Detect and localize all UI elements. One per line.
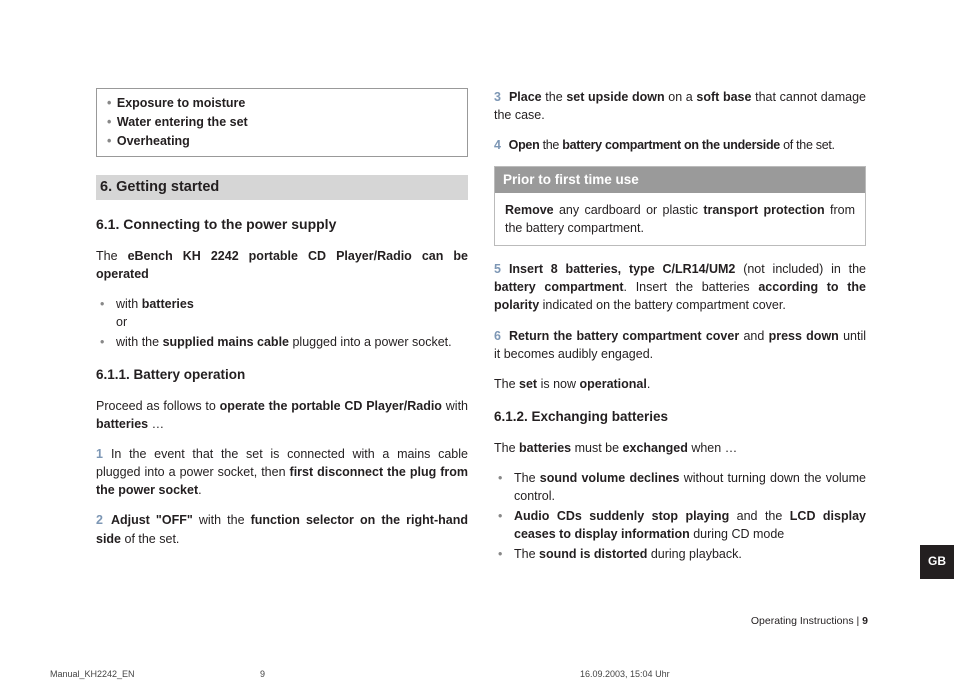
- language-tab: GB: [920, 545, 954, 579]
- section-heading: 6. Getting started: [96, 175, 468, 200]
- callout-body: Remove any cardboard or plastic transpor…: [495, 193, 865, 245]
- subsection-heading: 6.1. Connecting to the power supply: [96, 214, 468, 234]
- step-number: 1: [96, 447, 103, 461]
- step: 2Adjust "OFF" with the function selector…: [96, 511, 468, 547]
- list-item: Audio CDs suddenly stop playing and the …: [494, 507, 866, 543]
- warn-item: Exposure to moisture: [117, 96, 246, 110]
- step: 1In the event that the set is connected …: [96, 445, 468, 499]
- page-footer-right: Operating Instructions | 9: [751, 614, 868, 629]
- step-number: 4: [494, 138, 501, 152]
- subsection-heading: 6.1.1. Battery operation: [96, 365, 468, 385]
- right-column: 3Place the set upside down on a soft bas…: [494, 88, 866, 575]
- step-number: 6: [494, 329, 501, 343]
- left-column: • Exposure to moisture • Water entering …: [96, 88, 468, 575]
- step: 4Open the battery compartment on the und…: [494, 136, 866, 154]
- footer-page: 9: [260, 668, 580, 681]
- list-item: The sound volume declines without turnin…: [494, 469, 866, 505]
- page-footer-bottom: Manual_KH2242_EN 9 16.09.2003, 15:04 Uhr: [50, 668, 904, 681]
- callout-box: Prior to first time use Remove any cardb…: [494, 166, 866, 246]
- bullet-list: with batteriesor with the supplied mains…: [96, 295, 468, 351]
- subsection-heading: 6.1.2. Exchanging batteries: [494, 407, 866, 427]
- footer-file: Manual_KH2242_EN: [50, 668, 260, 681]
- paragraph: The set is now operational.: [494, 375, 866, 393]
- paragraph: The eBench KH 2242 portable CD Player/Ra…: [96, 247, 468, 283]
- step: 6Return the battery compartment cover an…: [494, 327, 866, 363]
- paragraph: Proceed as follows to operate the portab…: [96, 397, 468, 433]
- step: 5Insert 8 batteries, type C/LR14/UM2 (no…: [494, 260, 866, 314]
- callout-heading: Prior to first time use: [495, 167, 865, 193]
- list-item: with the supplied mains cable plugged in…: [96, 333, 468, 351]
- step-number: 3: [494, 90, 501, 104]
- step-number: 2: [96, 513, 103, 527]
- step: 3Place the set upside down on a soft bas…: [494, 88, 866, 124]
- step-number: 5: [494, 262, 501, 276]
- bullet-list: The sound volume declines without turnin…: [494, 469, 866, 564]
- warn-item: Overheating: [117, 134, 190, 148]
- list-item: The sound is distorted during playback.: [494, 545, 866, 563]
- warn-item: Water entering the set: [117, 115, 248, 129]
- list-item: with batteriesor: [96, 295, 468, 331]
- paragraph: The batteries must be exchanged when …: [494, 439, 866, 457]
- footer-timestamp: 16.09.2003, 15:04 Uhr: [580, 668, 670, 681]
- warning-box: • Exposure to moisture • Water entering …: [96, 88, 468, 157]
